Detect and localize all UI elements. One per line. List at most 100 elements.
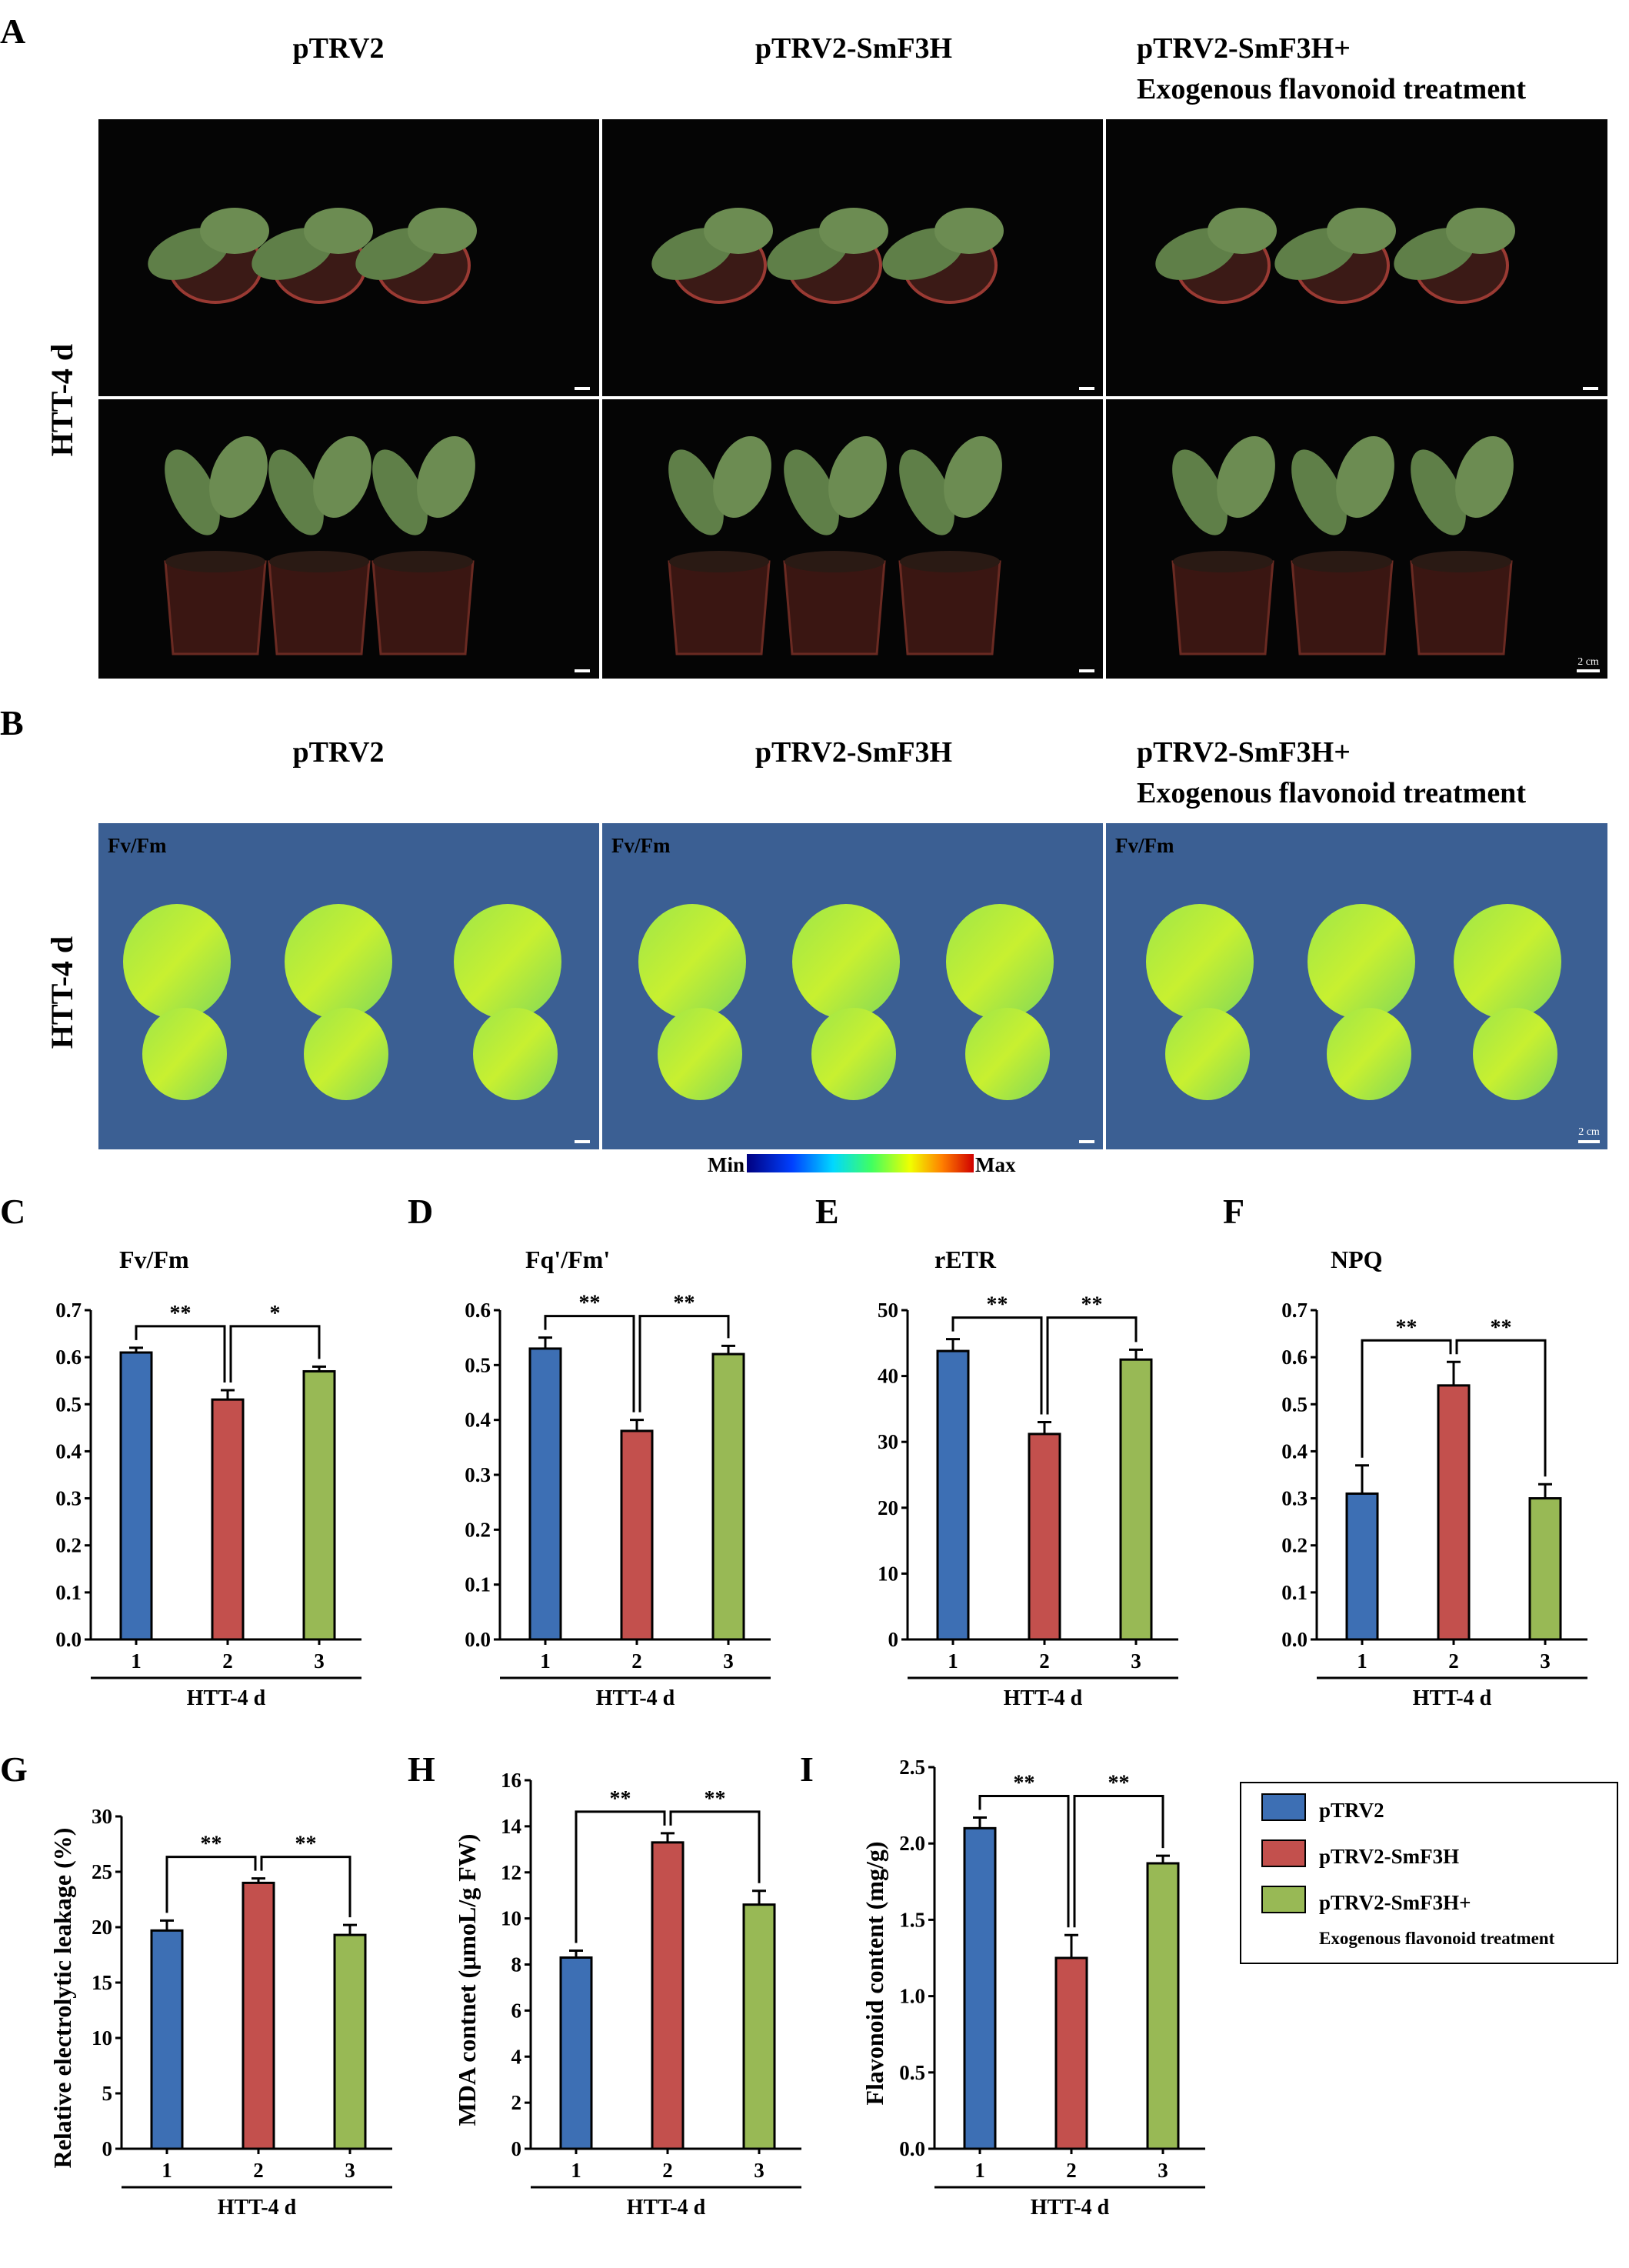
x-tick-label: 3 [314, 1649, 325, 1673]
legend-swatch-smf3h [1261, 1839, 1306, 1867]
x-tick-label: 1 [974, 2159, 985, 2182]
leaf [165, 449, 220, 535]
fluor-param-label-1: Fv/Fm [108, 834, 167, 857]
y-tick-label: 0.7 [1281, 1299, 1308, 1322]
y-tick-label: 0.0 [465, 1628, 491, 1651]
bar-g-3 [333, 1933, 367, 2150]
panel-letter-e: E [815, 1192, 839, 1231]
y-tick-label: 2.0 [899, 1832, 925, 1855]
bar-e-3 [1119, 1358, 1153, 1641]
leaf [209, 435, 268, 519]
pot-side [1291, 560, 1394, 655]
y-tick-label: 0.2 [1281, 1534, 1308, 1557]
x-tick-label: 2 [662, 2159, 673, 2182]
leaf [828, 435, 887, 519]
fluor-leaf [1327, 1008, 1411, 1100]
y-tick-label: 4 [511, 2045, 522, 2068]
fluor-param-label-3: Fv/Fm [1115, 834, 1174, 857]
y-tick-label: 0.4 [55, 1439, 82, 1463]
y-tick-label: 25 [92, 1860, 112, 1883]
pot-soil [165, 551, 265, 572]
y-tick-label: 0.1 [465, 1573, 491, 1596]
significance-bracket [1361, 1339, 1452, 1458]
bar-e-2 [1028, 1433, 1061, 1641]
fluor-leaf [792, 904, 900, 1019]
pot-soil [900, 551, 1000, 572]
pot-side [1410, 560, 1513, 655]
x-tick-label: 1 [948, 1649, 958, 1673]
y-tick-label: 10 [92, 2026, 112, 2050]
plant-drawings [148, 208, 1515, 655]
y-tick-label: 15 [92, 1971, 112, 1994]
significance-bracket [978, 1794, 1070, 1928]
panel-letter-b: B [0, 703, 24, 742]
pot-soil [269, 551, 369, 572]
pot-side [783, 560, 886, 655]
legend-label-smf3h: pTRV2-SmF3H [1319, 1845, 1459, 1868]
x-tick-label: 1 [131, 1649, 142, 1673]
panel-b-title-ptrv2: pTRV2 [292, 736, 384, 769]
fluor-leaf [946, 904, 1054, 1019]
fluor-leaf [304, 1008, 388, 1100]
bar-c-3 [302, 1369, 336, 1641]
leaf [1291, 449, 1347, 535]
leaf [417, 435, 475, 519]
y-tick-label: 0.7 [55, 1299, 82, 1322]
panel-letter-a: A [0, 12, 25, 51]
fluor-leaf [1308, 904, 1415, 1019]
leaf [899, 449, 954, 535]
x-axis-label: HTT-4 d [1413, 1686, 1492, 1710]
pot-side [898, 560, 1001, 655]
x-axis-label: HTT-4 d [187, 1686, 266, 1710]
x-tick-label: 3 [1131, 1649, 1141, 1673]
legend-swatch-ptrv2 [1261, 1793, 1306, 1821]
significance-bracket [135, 1325, 226, 1382]
legend-swatch-smf3h-flav [1261, 1886, 1306, 1913]
significance-label: * [270, 1302, 281, 1326]
significance-bracket [951, 1316, 1043, 1415]
significance-bracket [1073, 1794, 1164, 1928]
y-tick-label: 0.6 [465, 1299, 491, 1322]
y-tick-label: 8 [511, 1953, 522, 1976]
y-tick-label: 40 [878, 1365, 898, 1388]
significance-label: ** [1014, 1771, 1035, 1795]
bar-d-3 [711, 1352, 745, 1641]
panel-a-scale-text: 2 cm [1577, 656, 1599, 668]
leaf [1336, 435, 1394, 519]
fluor-leaf [638, 904, 746, 1019]
significance-label: ** [579, 1292, 601, 1316]
fluor-leaf [454, 904, 561, 1019]
chart-d: 0.0 0.1 0.2 0.3 0.4 0.5 0.6 1 2 3 HTT-4 d ** ** Fq'/F… [465, 1246, 771, 1710]
leaf [304, 208, 373, 254]
y-tick-label: 0.5 [1281, 1392, 1308, 1416]
bar-c-1 [119, 1351, 153, 1641]
y-tick-label: 6 [511, 1999, 522, 2022]
chart-e: 0 10 20 30 40 50 1 2 3 HTT-4 d ** ** rETR [878, 1246, 1178, 1710]
significance-label: ** [705, 1787, 726, 1811]
significance-bracket [229, 1325, 321, 1382]
bar-h-1 [559, 1956, 593, 2150]
panel-a-scale-bars [575, 387, 1600, 672]
pot-soil [1411, 551, 1511, 572]
bar-d-1 [528, 1347, 562, 1641]
significance-label: ** [987, 1293, 1008, 1317]
y-tick-label: 30 [878, 1430, 898, 1453]
y-tick-label: 0 [102, 2137, 113, 2160]
y-tick-label: 10 [878, 1562, 898, 1585]
leaf [1327, 208, 1396, 254]
y-tick-label: 10 [501, 1907, 521, 1930]
chart-f: 0.0 0.1 0.2 0.3 0.4 0.5 0.6 0.7 1 2 3 HTT-4 d ** ** NP… [1281, 1246, 1587, 1710]
significance-bracket [165, 1856, 257, 1913]
significance-label: ** [1396, 1316, 1417, 1339]
chart-i: 0.0 0.5 1.0 1.5 2.0 2.5 1 2 3 HTT-4 d ** ** Flavonoi… [861, 1756, 1205, 2220]
significance-label: ** [1108, 1771, 1130, 1795]
y-tick-label: 0.5 [55, 1392, 82, 1416]
bar-i-3 [1146, 1862, 1180, 2150]
chart-title: Fv/Fm [119, 1246, 189, 1273]
leaf [1446, 208, 1515, 254]
bar-f-2 [1437, 1384, 1471, 1641]
significance-label: ** [170, 1302, 192, 1326]
panel-b-row-label: HTT-4 d [45, 936, 79, 1049]
